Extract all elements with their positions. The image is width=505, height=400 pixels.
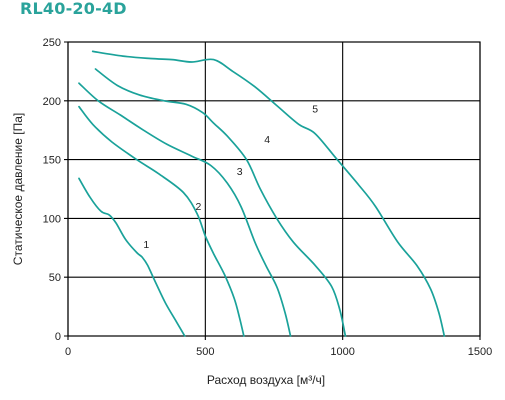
- x-tick-label: 0: [65, 346, 71, 358]
- curve-label-3: 3: [237, 166, 243, 178]
- y-axis-title: Статическое давление [Па]: [11, 113, 25, 265]
- y-tick-label: 250: [43, 37, 61, 49]
- tick-labels: 0 50 100 150 200 250 0 500 1000 1500: [43, 37, 493, 358]
- x-tick-label: 500: [196, 346, 214, 358]
- curve-2: [78, 105, 245, 337]
- curve-5: [91, 50, 446, 337]
- curve-1: [78, 177, 186, 337]
- curve-3: [78, 82, 292, 337]
- x-tick-label: 1500: [468, 346, 492, 358]
- curve-label-2: 2: [196, 201, 202, 213]
- curve-labels: 1 2 3 4 5: [143, 104, 318, 251]
- y-tick-label: 150: [43, 155, 61, 167]
- y-tick-label: 0: [55, 331, 61, 343]
- y-tick-label: 200: [43, 96, 61, 108]
- x-tick-label: 1000: [330, 346, 354, 358]
- curve-label-5: 5: [312, 104, 318, 116]
- grid: [64, 41, 481, 340]
- x-axis-title: Расход воздуха [м³/ч]: [207, 373, 325, 387]
- curve-4: [94, 68, 347, 337]
- curve-label-1: 1: [143, 239, 149, 251]
- curves: [78, 50, 446, 337]
- chart-title: RL40-20-4D: [20, 0, 127, 18]
- curve-label-4: 4: [264, 134, 270, 146]
- y-tick-label: 50: [49, 272, 61, 284]
- y-tick-label: 100: [43, 213, 61, 225]
- plot-frame: [67, 41, 481, 337]
